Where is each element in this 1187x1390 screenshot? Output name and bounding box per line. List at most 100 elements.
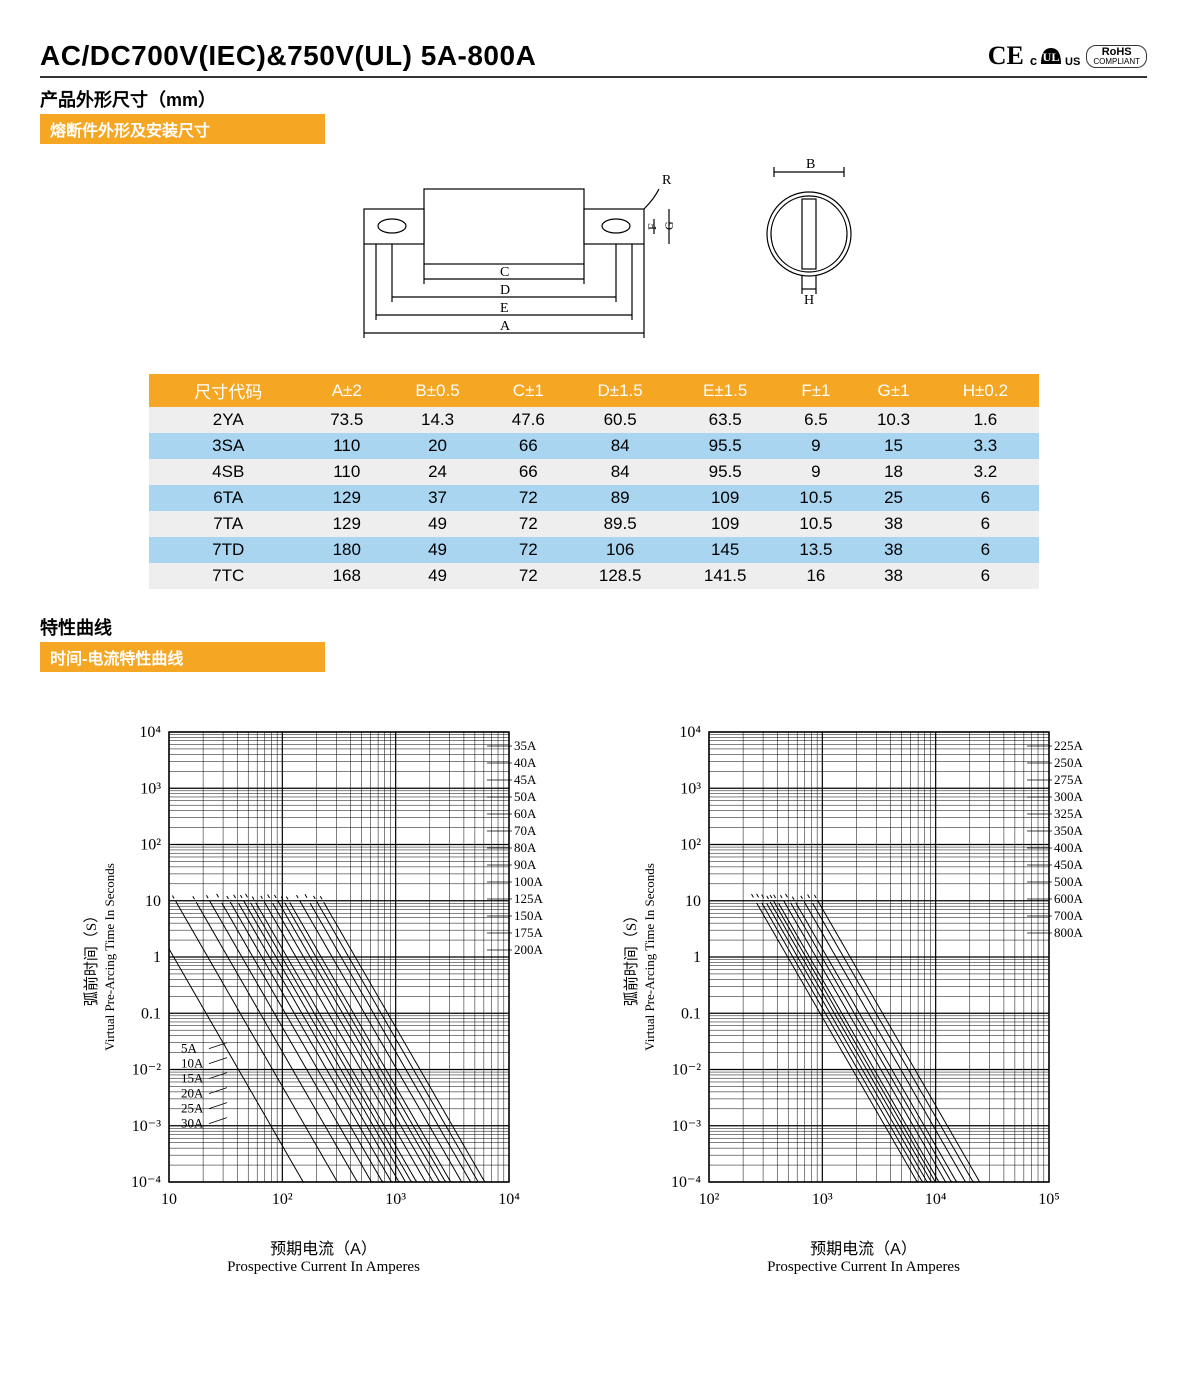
svg-text:10⁴: 10⁴ [498, 1191, 520, 1208]
cert-logos: CE c UL US RoHS COMPLIANT [988, 41, 1147, 71]
svg-text:10⁻³: 10⁻³ [671, 1118, 700, 1135]
svg-text:10²: 10² [680, 837, 701, 854]
table-row: 3SA11020668495.59153.3 [149, 433, 1039, 459]
svg-text:弧前时间（S）: 弧前时间（S） [623, 908, 640, 1006]
section1-bar: 熔断件外形及安装尺寸 [40, 114, 325, 144]
svg-text:325A: 325A [1054, 806, 1084, 821]
svg-text:5A: 5A [181, 1041, 198, 1056]
svg-text:UL: UL [1043, 50, 1060, 64]
svg-text:25A: 25A [181, 1101, 204, 1116]
chart-1: 10⁻⁴10⁻³10⁻²0.111010²10³10⁴1010²10³10⁴弧前… [74, 712, 574, 1276]
svg-text:10²: 10² [698, 1191, 719, 1208]
svg-text:10⁵: 10⁵ [1038, 1191, 1060, 1208]
table-header: B±0.5 [386, 374, 490, 407]
svg-text:1: 1 [153, 949, 161, 966]
svg-text:Virtual Pre-Arcing Time In Sec: Virtual Pre-Arcing Time In Seconds [102, 863, 117, 1051]
table-header: G±1 [855, 374, 933, 407]
svg-text:10⁴: 10⁴ [679, 724, 701, 741]
svg-text:175A: 175A [514, 925, 544, 940]
table-header: A±2 [308, 374, 386, 407]
svg-text:10⁴: 10⁴ [924, 1191, 946, 1208]
svg-text:15A: 15A [181, 1071, 204, 1086]
svg-text:10⁻³: 10⁻³ [131, 1118, 160, 1135]
svg-text:500A: 500A [1054, 874, 1084, 889]
table-header: D±1.5 [567, 374, 673, 407]
charts-row: 10⁻⁴ 10⁻³ 10⁻² 0.1 1 10 10² 10³ 10⁴ 10 10² 10³ 10⁴ 弧前… [40, 712, 1147, 1276]
svg-text:80A: 80A [514, 840, 537, 855]
svg-text:250A: 250A [1054, 755, 1084, 770]
chart2-xlabel-en: Prospective Current In Amperes [614, 1259, 1114, 1276]
dimension-table: 尺寸代码A±2B±0.5C±1D±1.5E±1.5F±1G±1H±0.2 2YA… [149, 374, 1039, 589]
svg-text:10²: 10² [271, 1191, 292, 1208]
svg-text:10⁻²: 10⁻² [671, 1062, 700, 1079]
svg-text:400A: 400A [1054, 840, 1084, 855]
svg-text:700A: 700A [1054, 908, 1084, 923]
table-row: 6TA12937728910910.5256 [149, 485, 1039, 511]
section1-label: 产品外形尺寸（mm） [40, 86, 1147, 112]
svg-text:600A: 600A [1054, 891, 1084, 906]
chart2-xlabel-cn: 预期电流（A） [614, 1235, 1114, 1259]
svg-text:450A: 450A [1054, 857, 1084, 872]
svg-text:0.1: 0.1 [141, 1005, 161, 1022]
svg-text:20A: 20A [181, 1086, 204, 1101]
svg-text:350A: 350A [1054, 823, 1084, 838]
svg-text:60A: 60A [514, 806, 537, 821]
ul-icon: UL [1037, 44, 1065, 68]
svg-text:1: 1 [693, 949, 701, 966]
table-row: 7TA129497289.510910.5386 [149, 511, 1039, 537]
svg-text:A: A [500, 319, 511, 334]
page-title: AC/DC700V(IEC)&750V(UL) 5A-800A [40, 40, 536, 72]
svg-text:D: D [500, 283, 510, 298]
svg-text:10³: 10³ [385, 1191, 406, 1208]
table-header: F±1 [777, 374, 855, 407]
table-row: 4SB11024668495.59183.2 [149, 459, 1039, 485]
svg-text:70A: 70A [514, 823, 537, 838]
chart-2: 10⁻⁴10⁻³10⁻²0.111010²10³10⁴10²10³10⁴10⁵弧… [614, 712, 1114, 1276]
svg-text:300A: 300A [1054, 789, 1084, 804]
table-row: 7TD180497210614513.5386 [149, 537, 1039, 563]
svg-text:10³: 10³ [680, 780, 701, 797]
table-header: C±1 [489, 374, 567, 407]
svg-text:R: R [662, 173, 672, 188]
svg-text:200A: 200A [514, 942, 544, 957]
table-header: H±0.2 [932, 374, 1038, 407]
svg-text:90A: 90A [514, 857, 537, 872]
svg-text:10: 10 [145, 893, 161, 910]
svg-text:10: 10 [685, 893, 701, 910]
fuse-side-view: R F G C D E A [304, 154, 704, 354]
svg-text:100A: 100A [514, 874, 544, 889]
svg-text:F: F [645, 223, 659, 230]
svg-text:275A: 275A [1054, 772, 1084, 787]
svg-text:10⁻⁴: 10⁻⁴ [130, 1174, 160, 1191]
chart1-xlabel-en: Prospective Current In Amperes [74, 1259, 574, 1276]
section2-label: 特性曲线 [40, 614, 1147, 640]
svg-text:10⁴: 10⁴ [139, 724, 161, 741]
fuse-end-view: B H [744, 154, 884, 354]
svg-text:125A: 125A [514, 891, 544, 906]
svg-text:40A: 40A [514, 755, 537, 770]
table-row: 7TC1684972128.5141.516386 [149, 563, 1039, 589]
svg-text:G: G [662, 221, 676, 230]
header: AC/DC700V(IEC)&750V(UL) 5A-800A CE c UL … [40, 40, 1147, 78]
svg-text:10⁻⁴: 10⁻⁴ [670, 1174, 700, 1191]
ul-mark: c UL US [1030, 44, 1081, 68]
ce-mark: CE [988, 41, 1024, 71]
svg-text:10: 10 [161, 1191, 177, 1208]
svg-text:50A: 50A [514, 789, 537, 804]
svg-text:10⁻²: 10⁻² [131, 1062, 160, 1079]
chart1-xlabel-cn: 预期电流（A） [74, 1235, 574, 1259]
table-header: E±1.5 [673, 374, 777, 407]
svg-text:0.1: 0.1 [681, 1005, 701, 1022]
svg-text:35A: 35A [514, 738, 537, 753]
svg-text:30A: 30A [181, 1116, 204, 1131]
rohs-badge: RoHS COMPLIANT [1086, 45, 1147, 68]
table-row: 2YA73.514.347.660.563.56.510.31.6 [149, 407, 1039, 433]
svg-text:150A: 150A [514, 908, 544, 923]
svg-text:10²: 10² [140, 837, 161, 854]
svg-text:B: B [806, 157, 815, 172]
svg-text:10³: 10³ [140, 780, 161, 797]
svg-text:10A: 10A [181, 1056, 204, 1071]
section2-bar: 时间-电流特性曲线 [40, 642, 325, 672]
svg-text:C: C [500, 265, 509, 280]
svg-text:225A: 225A [1054, 738, 1084, 753]
